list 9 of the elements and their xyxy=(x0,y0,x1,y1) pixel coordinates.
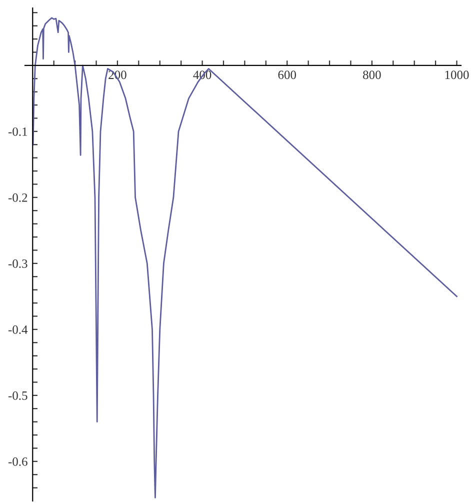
y-tick-label: -0.5 xyxy=(8,391,28,400)
y-tick-label: -0.6 xyxy=(8,457,28,466)
y-tick-label: -0.2 xyxy=(8,193,28,202)
x-tick-label: 800 xyxy=(363,70,381,80)
y-tick-label: -0.3 xyxy=(8,259,28,268)
x-tick-label: 1000 xyxy=(445,70,469,80)
y-tick-label: -0.4 xyxy=(8,325,28,334)
x-tick-label: 600 xyxy=(278,70,296,80)
y-tick-label: -0.1 xyxy=(8,127,28,136)
